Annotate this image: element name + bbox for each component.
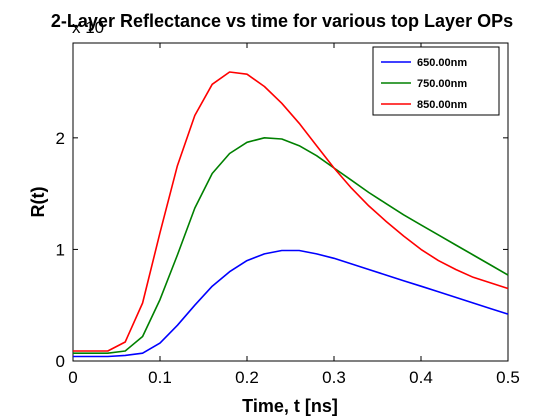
x-tick-label: 0.5 [496, 368, 520, 387]
series-line-850-00nm [73, 71, 509, 352]
x-tick-label: 0.4 [409, 368, 433, 387]
x-tick-label: 0 [68, 368, 77, 387]
x-tick-label: 0.3 [322, 368, 346, 387]
legend-label: 650.00nm [417, 57, 467, 69]
chart-title: 2-Layer Reflectance vs time for various … [51, 11, 513, 31]
y-tick-label: 1 [56, 240, 65, 259]
y-tick-label: 0 [56, 352, 65, 371]
series-line-650-00nm [73, 249, 509, 358]
y-tick-label: 2 [56, 129, 65, 148]
series-line-750-00nm [73, 137, 509, 355]
y-axis-label: R(t) [28, 187, 48, 218]
x-tick-label: 0.2 [235, 368, 259, 387]
axis-ticks: 0 0.1 0.2 0.3 0.4 0.5 0 1 2 [56, 43, 520, 387]
legend: 650.00nm 750.00nm 850.00nm [372, 46, 500, 116]
x-axis-label: Time, t [ns] [242, 396, 338, 416]
legend-label: 850.00nm [417, 99, 467, 111]
legend-label: 750.00nm [417, 78, 467, 90]
series-lines [73, 71, 509, 358]
y-multiplier-label: x 10 [72, 18, 104, 37]
x-tick-label: 0.1 [148, 368, 172, 387]
